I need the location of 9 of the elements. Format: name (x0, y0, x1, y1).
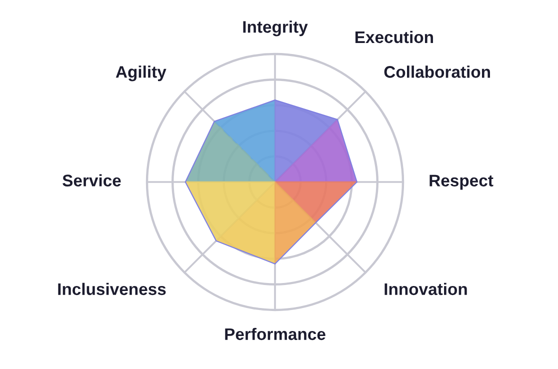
spoke-label: Integrity (243, 20, 308, 36)
spoke-label: Innovation (384, 282, 467, 296)
spoke-label: Respect (430, 174, 494, 190)
spoke-label: Service (62, 174, 121, 186)
text: Execution (355, 30, 433, 44)
spoke-label: Inclusiveness (58, 282, 166, 296)
spoke-label: Performance (225, 328, 326, 340)
spoke-label: Agility (116, 66, 166, 82)
spoke-label: Collaboration (384, 66, 490, 78)
